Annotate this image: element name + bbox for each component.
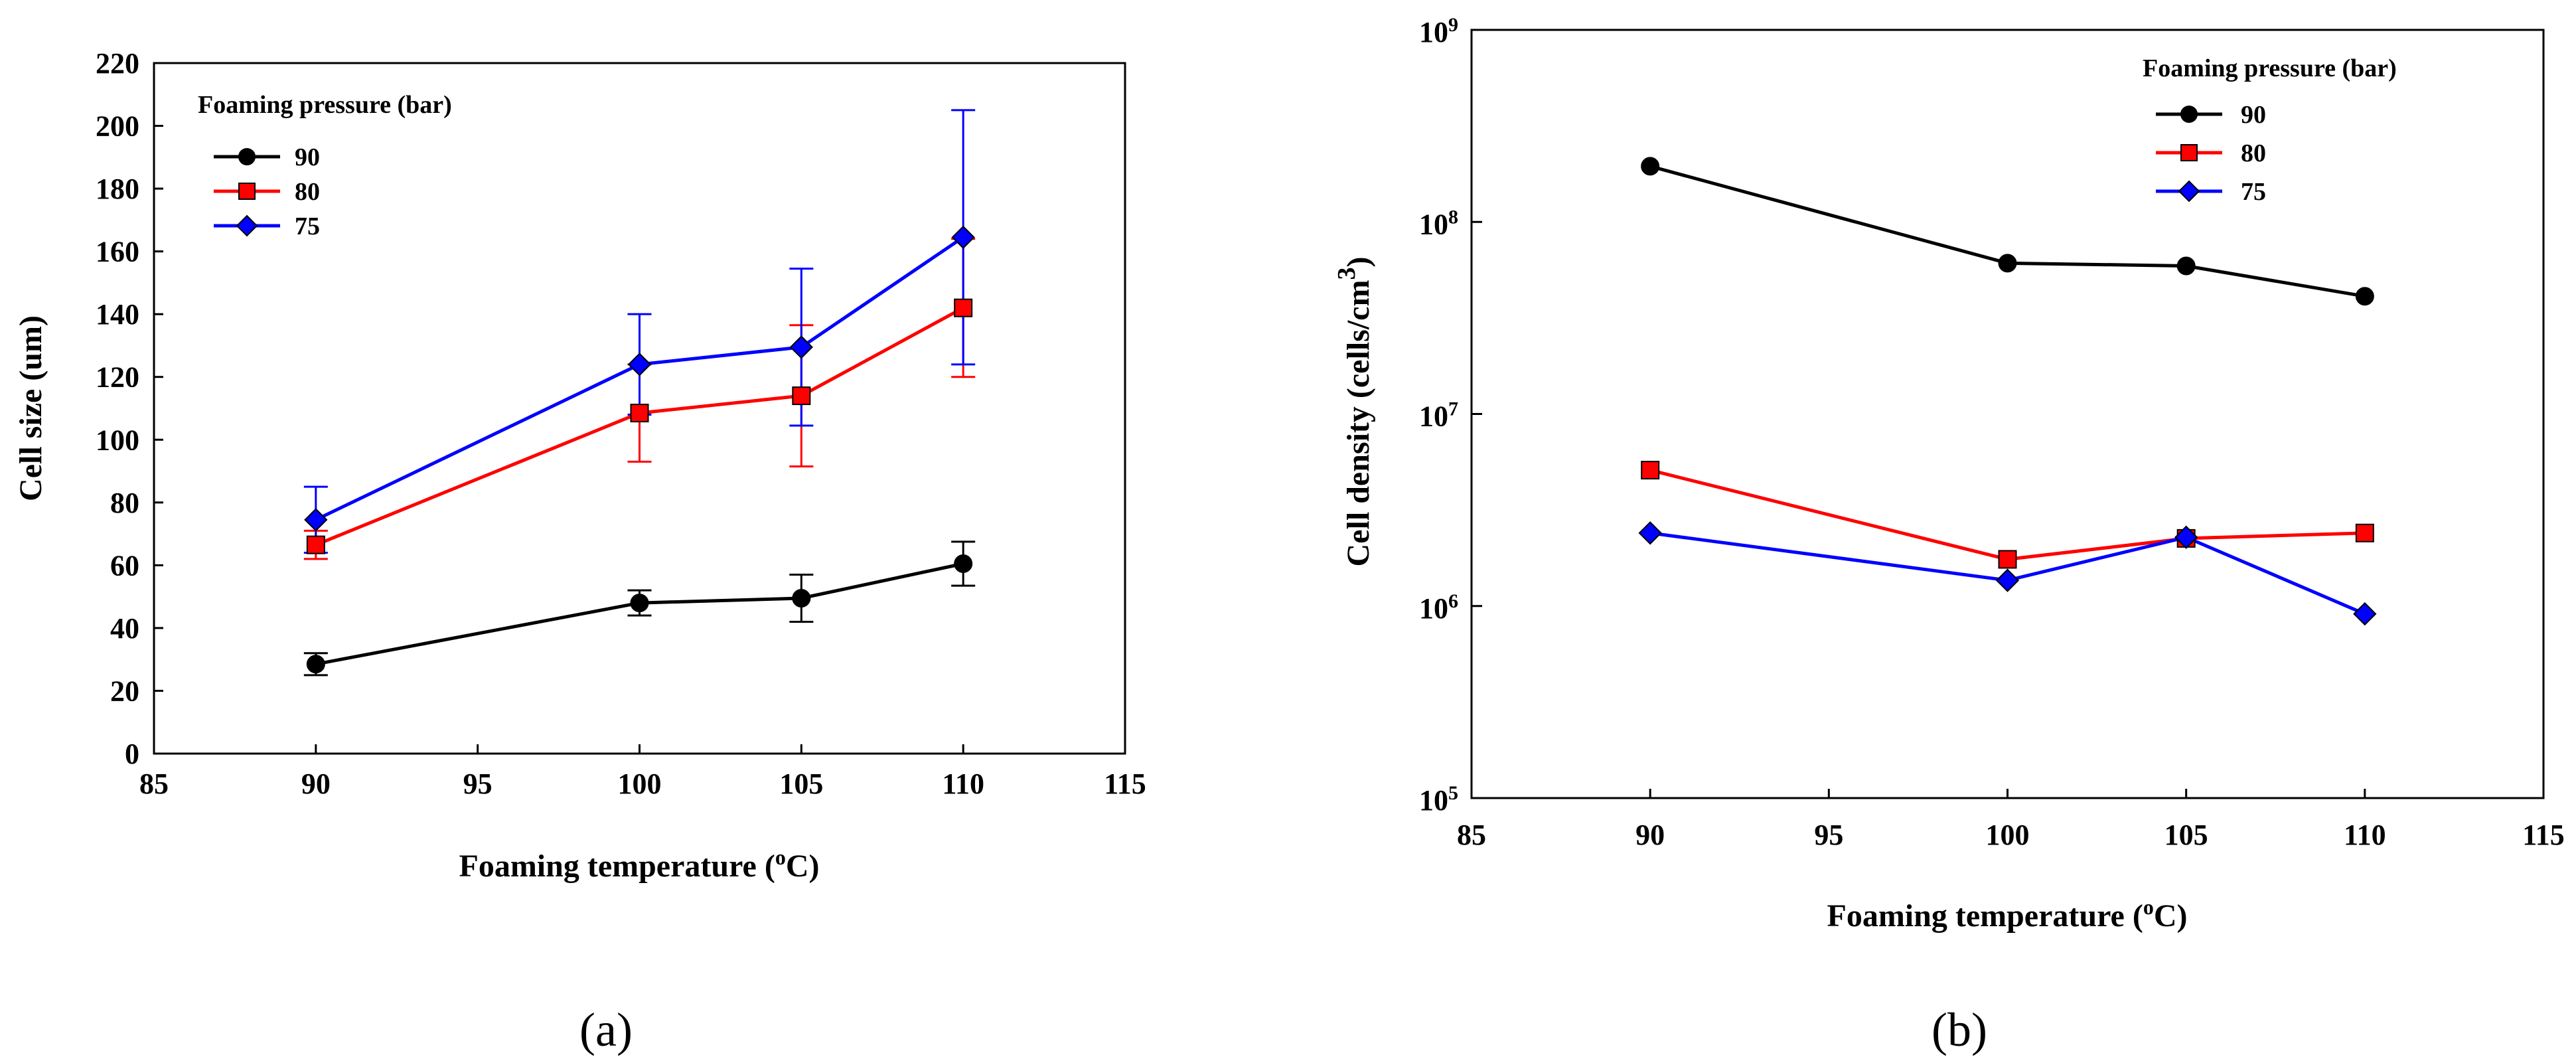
panel-label-b: (b) [1932, 1003, 1987, 1056]
series-markers-a [304, 225, 975, 674]
data-point-80 [1641, 461, 1660, 480]
y-tick-label: 200 [96, 110, 139, 143]
x-tick-label: 95 [463, 768, 492, 800]
x-tick-label: 110 [942, 768, 984, 800]
legend-marker-90 [238, 148, 256, 165]
plot-frame-b [1470, 29, 2545, 799]
legend-label-75: 75 [295, 212, 320, 240]
data-point-75 [2353, 602, 2377, 626]
x-tick-label: 105 [779, 768, 823, 800]
legend-title-a: Foaming pressure (bar) [198, 91, 452, 119]
y-tick-label: 106 [1419, 590, 1458, 625]
data-point-90 [792, 589, 811, 608]
data-point-90 [2355, 287, 2374, 306]
series-lines-a [315, 236, 964, 666]
data-point-80 [2355, 523, 2374, 542]
x-tick-label: 100 [618, 768, 662, 800]
x-tick-label: 85 [139, 768, 169, 800]
data-point-75 [789, 335, 813, 359]
y-tick-label: 107 [1419, 398, 1458, 433]
y-tick-label: 40 [110, 612, 139, 645]
data-point-80 [1998, 550, 2017, 569]
y-tick-label: 220 [96, 47, 139, 80]
series-line-80 [315, 306, 964, 546]
data-point-90 [1998, 254, 2017, 273]
y-tick-label: 109 [1419, 14, 1458, 49]
y-tick-label: 105 [1419, 782, 1458, 817]
y-tick-label: 0 [125, 738, 139, 770]
x-tick-label: 85 [1457, 819, 1486, 851]
error-bars-a [303, 109, 976, 677]
x-tick-label: 100 [1986, 819, 2030, 851]
legend-a: Foaming pressure (bar) 90 80 75 [198, 91, 452, 240]
x-tick-label: 105 [2164, 819, 2208, 851]
data-point-75 [2174, 525, 2198, 549]
y-tick-label: 100 [96, 424, 139, 456]
data-point-90 [2176, 256, 2196, 276]
y-tick-label: 20 [110, 675, 139, 707]
chart-a: 85 90 95 100 105 110 115 0 20 40 60 80 100 120 140 160… [13, 47, 1146, 1056]
data-point-90 [1641, 157, 1660, 176]
legend-marker-90 [2180, 106, 2198, 123]
data-point-90 [630, 594, 649, 613]
x-tick-label: 95 [1814, 819, 1843, 851]
y-tick-label: 160 [96, 236, 139, 268]
legend-b: Foaming pressure (bar) 90 80 75 [2143, 54, 2397, 206]
y-tick-label: 140 [96, 298, 139, 331]
legend-label-80: 80 [295, 178, 320, 206]
panel-label-a: (a) [579, 1003, 633, 1056]
series-markers-b [1638, 157, 2377, 626]
data-point-75 [1995, 568, 2020, 592]
y-tick-label: 80 [110, 487, 139, 519]
data-point-75 [951, 225, 975, 250]
data-point-80 [954, 298, 973, 317]
y-tick-label: 120 [96, 361, 139, 394]
x-ticks-a: 85 90 95 100 105 110 115 [139, 744, 1146, 800]
legend-label-75: 75 [2241, 178, 2266, 206]
y-axis-label-a: Cell size (um) [13, 315, 48, 501]
y-axis-label-b: Cell density (cells/cm3) [1333, 257, 1376, 567]
y-tick-label: 180 [96, 173, 139, 205]
data-point-90 [306, 655, 325, 674]
y-tick-label: 60 [110, 549, 139, 582]
x-axis-label-a: Foaming temperature (oC) [459, 845, 820, 884]
series-line-75 [1649, 531, 2366, 615]
x-tick-label: 110 [2344, 819, 2386, 851]
y-ticks-b: 105 106 107 108 109 [1419, 14, 1482, 817]
x-tick-label: 115 [1104, 768, 1146, 800]
legend-marker-80 [238, 183, 256, 200]
data-point-75 [304, 508, 328, 532]
legend-marker-75 [236, 214, 258, 237]
data-point-75 [1638, 521, 1662, 545]
x-ticks-b: 85 90 95 100 105 110 115 [1457, 789, 2565, 851]
legend-marker-80 [2180, 144, 2198, 161]
legend-marker-75 [2178, 180, 2200, 203]
legend-label-90: 90 [295, 143, 320, 171]
series-line-80 [1649, 468, 2365, 561]
legend-label-80: 80 [2241, 139, 2266, 167]
series-line-90 [1649, 164, 2366, 298]
y-ticks-a: 0 20 40 60 80 100 120 140 160 180 200 220 [96, 47, 163, 770]
chart-b: 85 90 95 100 105 110 115 105 106 107 108 109 Cell … [1333, 14, 2565, 1057]
x-tick-label: 90 [1635, 819, 1665, 851]
data-point-80 [792, 386, 811, 406]
data-point-80 [630, 404, 649, 423]
x-axis-label-b: Foaming temperature (oC) [1827, 895, 2188, 934]
series-lines-b [1649, 164, 2366, 615]
legend-label-90: 90 [2241, 101, 2266, 129]
y-tick-label: 108 [1419, 206, 1458, 241]
x-tick-label: 90 [301, 768, 331, 800]
x-tick-label: 115 [2522, 819, 2565, 851]
legend-title-b: Foaming pressure (bar) [2143, 54, 2397, 82]
series-line-75 [315, 236, 964, 522]
data-point-80 [306, 535, 325, 554]
data-point-75 [627, 353, 652, 376]
data-point-90 [954, 554, 973, 573]
series-line-90 [315, 562, 964, 666]
